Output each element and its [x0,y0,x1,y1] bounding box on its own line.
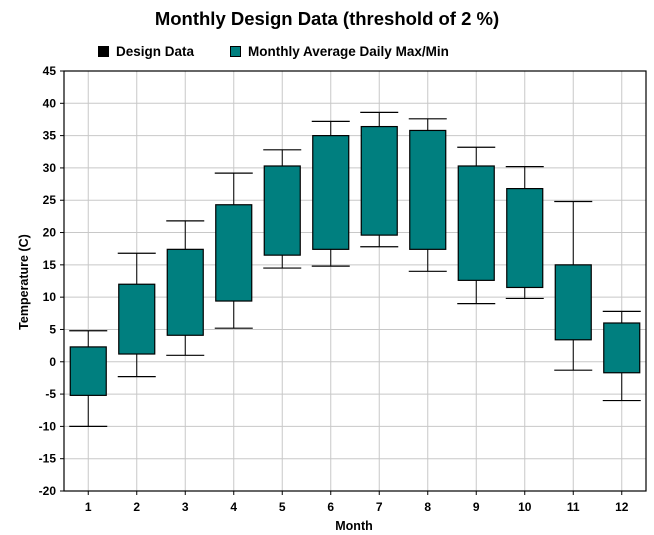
plot-background [64,71,646,491]
monthly-average-box [409,129,447,250]
monthly-average-box [215,204,253,302]
x-tick-label: 7 [376,500,383,514]
x-tick-label: 6 [327,500,334,514]
legend-label-design-data: Design Data [116,43,195,59]
legend-swatch-design-data [98,45,109,57]
y-tick-label: 5 [49,322,56,336]
y-tick-label: -5 [45,387,56,401]
monthly-average-box [506,188,544,289]
x-tick-label: 5 [279,500,286,514]
x-tick-label: 11 [567,500,580,514]
y-tick-label: 45 [43,64,57,78]
x-axis-label: Month [335,519,373,533]
y-tick-label: 35 [43,129,57,143]
x-tick-label: 10 [518,500,532,514]
monthly-average-box [69,346,107,396]
x-tick-label: 1 [85,500,92,514]
monthly-average-box [603,322,641,374]
y-tick-label: -15 [39,452,57,466]
x-tick-label: 2 [133,500,140,514]
monthly-average-box [263,165,301,256]
legend-item-design-data: Design Data [98,44,194,59]
x-tick-label: 3 [182,500,189,514]
monthly-average-box [360,125,398,236]
y-tick-label: -20 [39,484,57,498]
y-tick-label: 10 [43,290,57,304]
x-tick-label: 8 [424,500,431,514]
legend-item-monthly-average: Monthly Average Daily Max/Min [230,44,449,59]
plot-border [63,70,647,492]
monthly-average-box [118,283,156,355]
monthly-average-box [457,165,495,281]
legend-swatch-monthly-average [230,45,242,57]
monthly-average-box [166,248,204,336]
y-tick-label: 30 [43,161,57,175]
chart-title: Monthly Design Data (threshold of 2 %) [154,8,500,29]
y-tick-label: 0 [49,355,56,369]
legend: Design Data Monthly Average Daily Max/Mi… [98,41,485,61]
y-tick-label: 40 [43,96,57,110]
monthly-average-box [312,135,350,250]
y-tick-label: 25 [43,193,57,207]
y-tick-label: 20 [43,226,57,240]
x-tick-label: 12 [615,500,629,514]
x-tick-label: 9 [473,500,480,514]
monthly-average-box [554,264,592,341]
y-axis-label: Temperature (C) [17,234,31,330]
y-tick-label: 15 [43,258,57,272]
y-tick-label: -10 [39,419,57,433]
legend-label-monthly-average: Monthly Average Daily Max/Min [248,43,449,59]
x-tick-label: 4 [230,500,237,514]
